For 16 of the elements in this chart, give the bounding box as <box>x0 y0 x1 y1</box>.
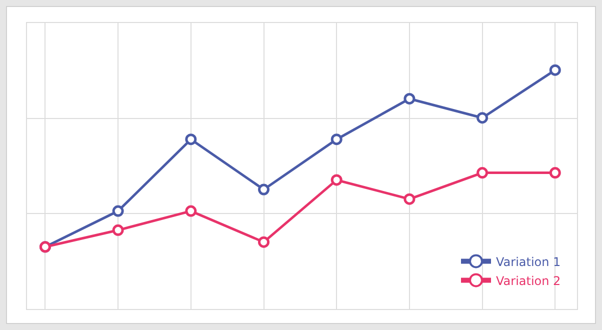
point <box>258 184 270 196</box>
point <box>185 134 197 146</box>
point <box>330 174 342 186</box>
point <box>404 92 416 104</box>
point <box>549 64 561 76</box>
point <box>476 167 488 179</box>
point <box>112 224 124 236</box>
point <box>185 205 197 217</box>
legend-label: Variation 1 <box>496 254 561 269</box>
point <box>404 193 416 205</box>
point <box>476 112 488 124</box>
legend-label: Variation 2 <box>496 274 561 288</box>
point <box>112 205 124 217</box>
point <box>330 134 342 146</box>
point <box>549 167 561 179</box>
point <box>258 236 270 248</box>
